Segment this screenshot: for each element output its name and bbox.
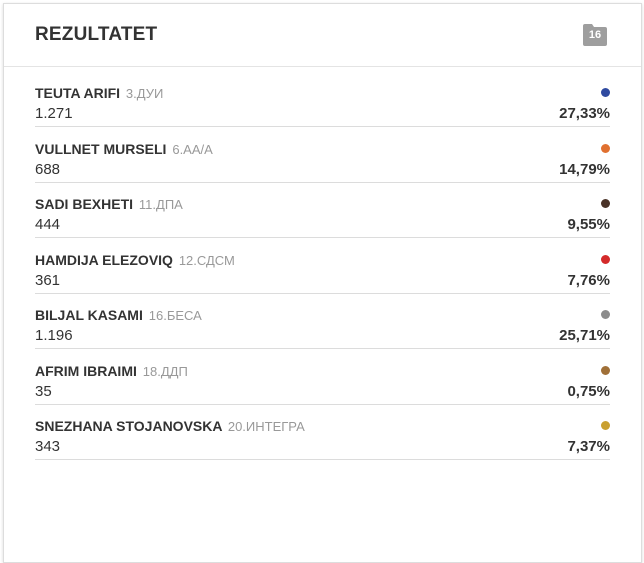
party-label: 11.ДПА xyxy=(138,197,183,212)
party-color-dot xyxy=(601,254,610,264)
candidate-name-text: TEUTA ARIFI xyxy=(35,85,121,101)
vote-percent: 7,37% xyxy=(567,438,610,455)
folder-count-badge[interactable]: 16 xyxy=(582,24,608,46)
candidate-name: HAMDIJA ELEZOVIQ 12.СДСМ xyxy=(35,252,235,268)
candidate-name: SADI BEXHETI 11.ДПА xyxy=(35,196,183,212)
vote-percent: 7,76% xyxy=(567,271,610,289)
results-card: REZULTATET 16 TEUTA ARIFI 3.ДУИ 1.271 27,3… xyxy=(3,3,642,563)
candidate-name: VULLNET MURSELI 6.АА/А xyxy=(35,141,213,157)
party-color-dot xyxy=(601,88,610,97)
party-label: 20.ИНТЕГРА xyxy=(227,419,305,434)
folder-icon xyxy=(583,24,607,46)
vote-count: 343 xyxy=(35,438,61,455)
result-row: AFRIM IBRAIMI 18.ДДП 35 0,75% xyxy=(35,362,610,405)
candidate-name-text: HAMDIJA ELEZOVIQ xyxy=(35,251,173,268)
candidate-name: TEUTA ARIFI 3.ДУИ xyxy=(35,85,163,101)
party-color-dot xyxy=(601,365,610,375)
vote-count: 1.271 xyxy=(35,105,73,122)
vote-percent: 14,79% xyxy=(559,160,610,178)
result-row: VULLNET MURSELI 6.АА/А 688 14,79% xyxy=(35,140,610,183)
result-row: SNEZHANA STOJANOVSKA 20.ИНТЕГРА 343 7,37% xyxy=(35,417,610,460)
candidate-name-text: AFRIM IBRAIMI xyxy=(35,362,137,379)
result-row: SADI BEXHETI 11.ДПА 444 9,55% xyxy=(35,195,610,238)
card-title: REZULTATET xyxy=(35,24,158,45)
results-list: TEUTA ARIFI 3.ДУИ 1.271 27,33% VULLNET MURS… xyxy=(35,84,610,473)
candidate-name: SNEZHANA STOJANOVSKA 20.ИНТЕГРА xyxy=(35,418,305,434)
vote-count: 35 xyxy=(35,382,52,400)
result-row: HAMDIJA ELEZOVIQ 12.СДСМ 361 7,76% xyxy=(35,251,610,294)
vote-count: 444 xyxy=(35,216,61,233)
party-color-dot xyxy=(601,143,610,153)
candidate-name: AFRIM IBRAIMI 18.ДДП xyxy=(35,363,188,379)
vote-count: 361 xyxy=(35,271,61,289)
result-row: TEUTA ARIFI 3.ДУИ 1.271 27,33% xyxy=(35,84,610,127)
party-color-dot xyxy=(601,199,610,208)
party-label: 16.БЕСА xyxy=(148,308,202,323)
candidate-name-text: SNEZHANA STOJANOVSKA xyxy=(35,418,222,434)
card-header: REZULTATET 16 xyxy=(4,4,641,67)
party-color-dot xyxy=(601,421,610,430)
vote-count: 688 xyxy=(35,160,61,178)
party-color-dot xyxy=(601,310,610,319)
candidate-name-text: BILJAL KASAMI xyxy=(35,307,143,323)
vote-percent: 27,33% xyxy=(559,105,610,122)
party-label: 18.ДДП xyxy=(142,363,188,379)
candidate-name-text: SADI BEXHETI xyxy=(35,196,134,212)
result-row: BILJAL KASAMI 16.БЕСА 1.196 25,71% xyxy=(35,306,610,349)
candidate-name-text: VULLNET MURSELI xyxy=(35,140,167,157)
vote-percent: 9,55% xyxy=(567,216,610,233)
party-label: 6.АА/А xyxy=(172,141,213,157)
badge-count: 16 xyxy=(588,29,602,41)
vote-count: 1.196 xyxy=(35,327,73,344)
party-label: 12.СДСМ xyxy=(178,252,235,268)
party-label: 3.ДУИ xyxy=(125,86,164,101)
candidate-name: BILJAL KASAMI 16.БЕСА xyxy=(35,307,202,323)
vote-percent: 0,75% xyxy=(567,382,610,400)
vote-percent: 25,71% xyxy=(559,327,610,344)
